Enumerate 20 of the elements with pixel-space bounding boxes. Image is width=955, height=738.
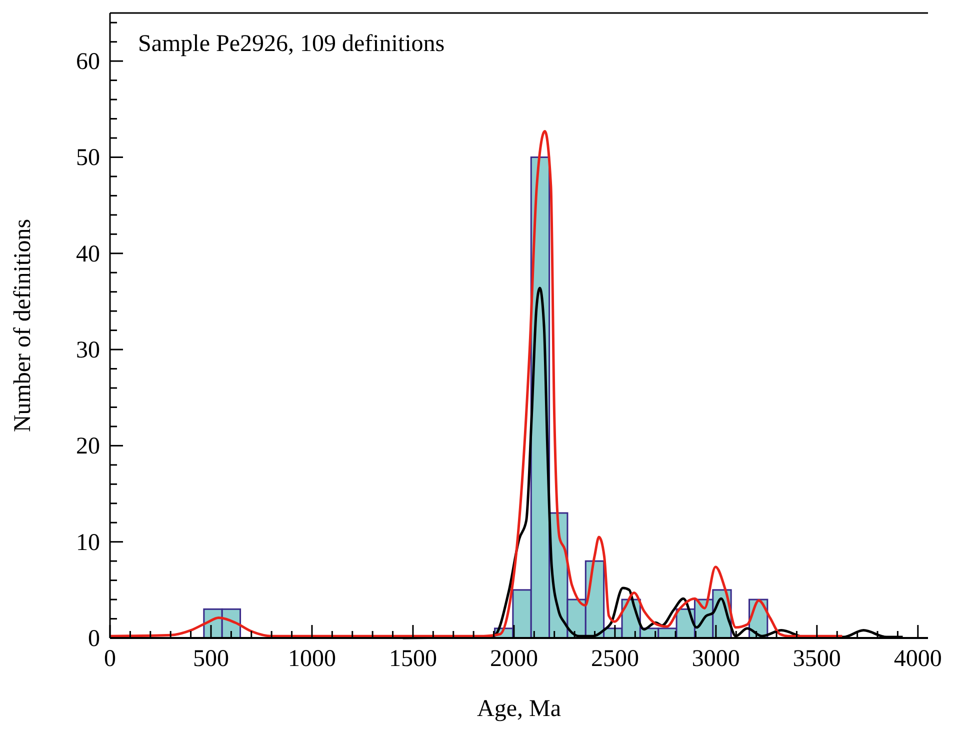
x-tick-label: 0 [104, 646, 116, 672]
y-tick-label: 0 [88, 626, 100, 652]
y-tick-label: 20 [76, 434, 100, 460]
y-tick-label: 30 [76, 338, 100, 364]
y-axis-title: Number of definitions [10, 218, 36, 432]
x-axis-title: Age, Ma [477, 696, 562, 722]
y-tick-label: 40 [76, 241, 100, 268]
y-tick-label: 50 [76, 145, 100, 172]
x-tick-label: 3500 [792, 646, 841, 672]
x-tick-label: 3000 [692, 646, 740, 672]
line-series [108, 130, 844, 638]
y-tick-label: 60 [76, 49, 100, 76]
x-tick-label: 500 [192, 646, 229, 672]
x-tick-label: 2000 [490, 646, 538, 672]
x-tick-label: 2500 [590, 646, 639, 672]
x-tick-label: 1000 [288, 646, 336, 672]
annotation: Sample Pe2926, 109 definitions [138, 31, 445, 57]
x-tick-label: 4000 [894, 646, 942, 672]
y-tick-label: 10 [76, 530, 100, 556]
x-tick-label: 1500 [388, 646, 437, 672]
